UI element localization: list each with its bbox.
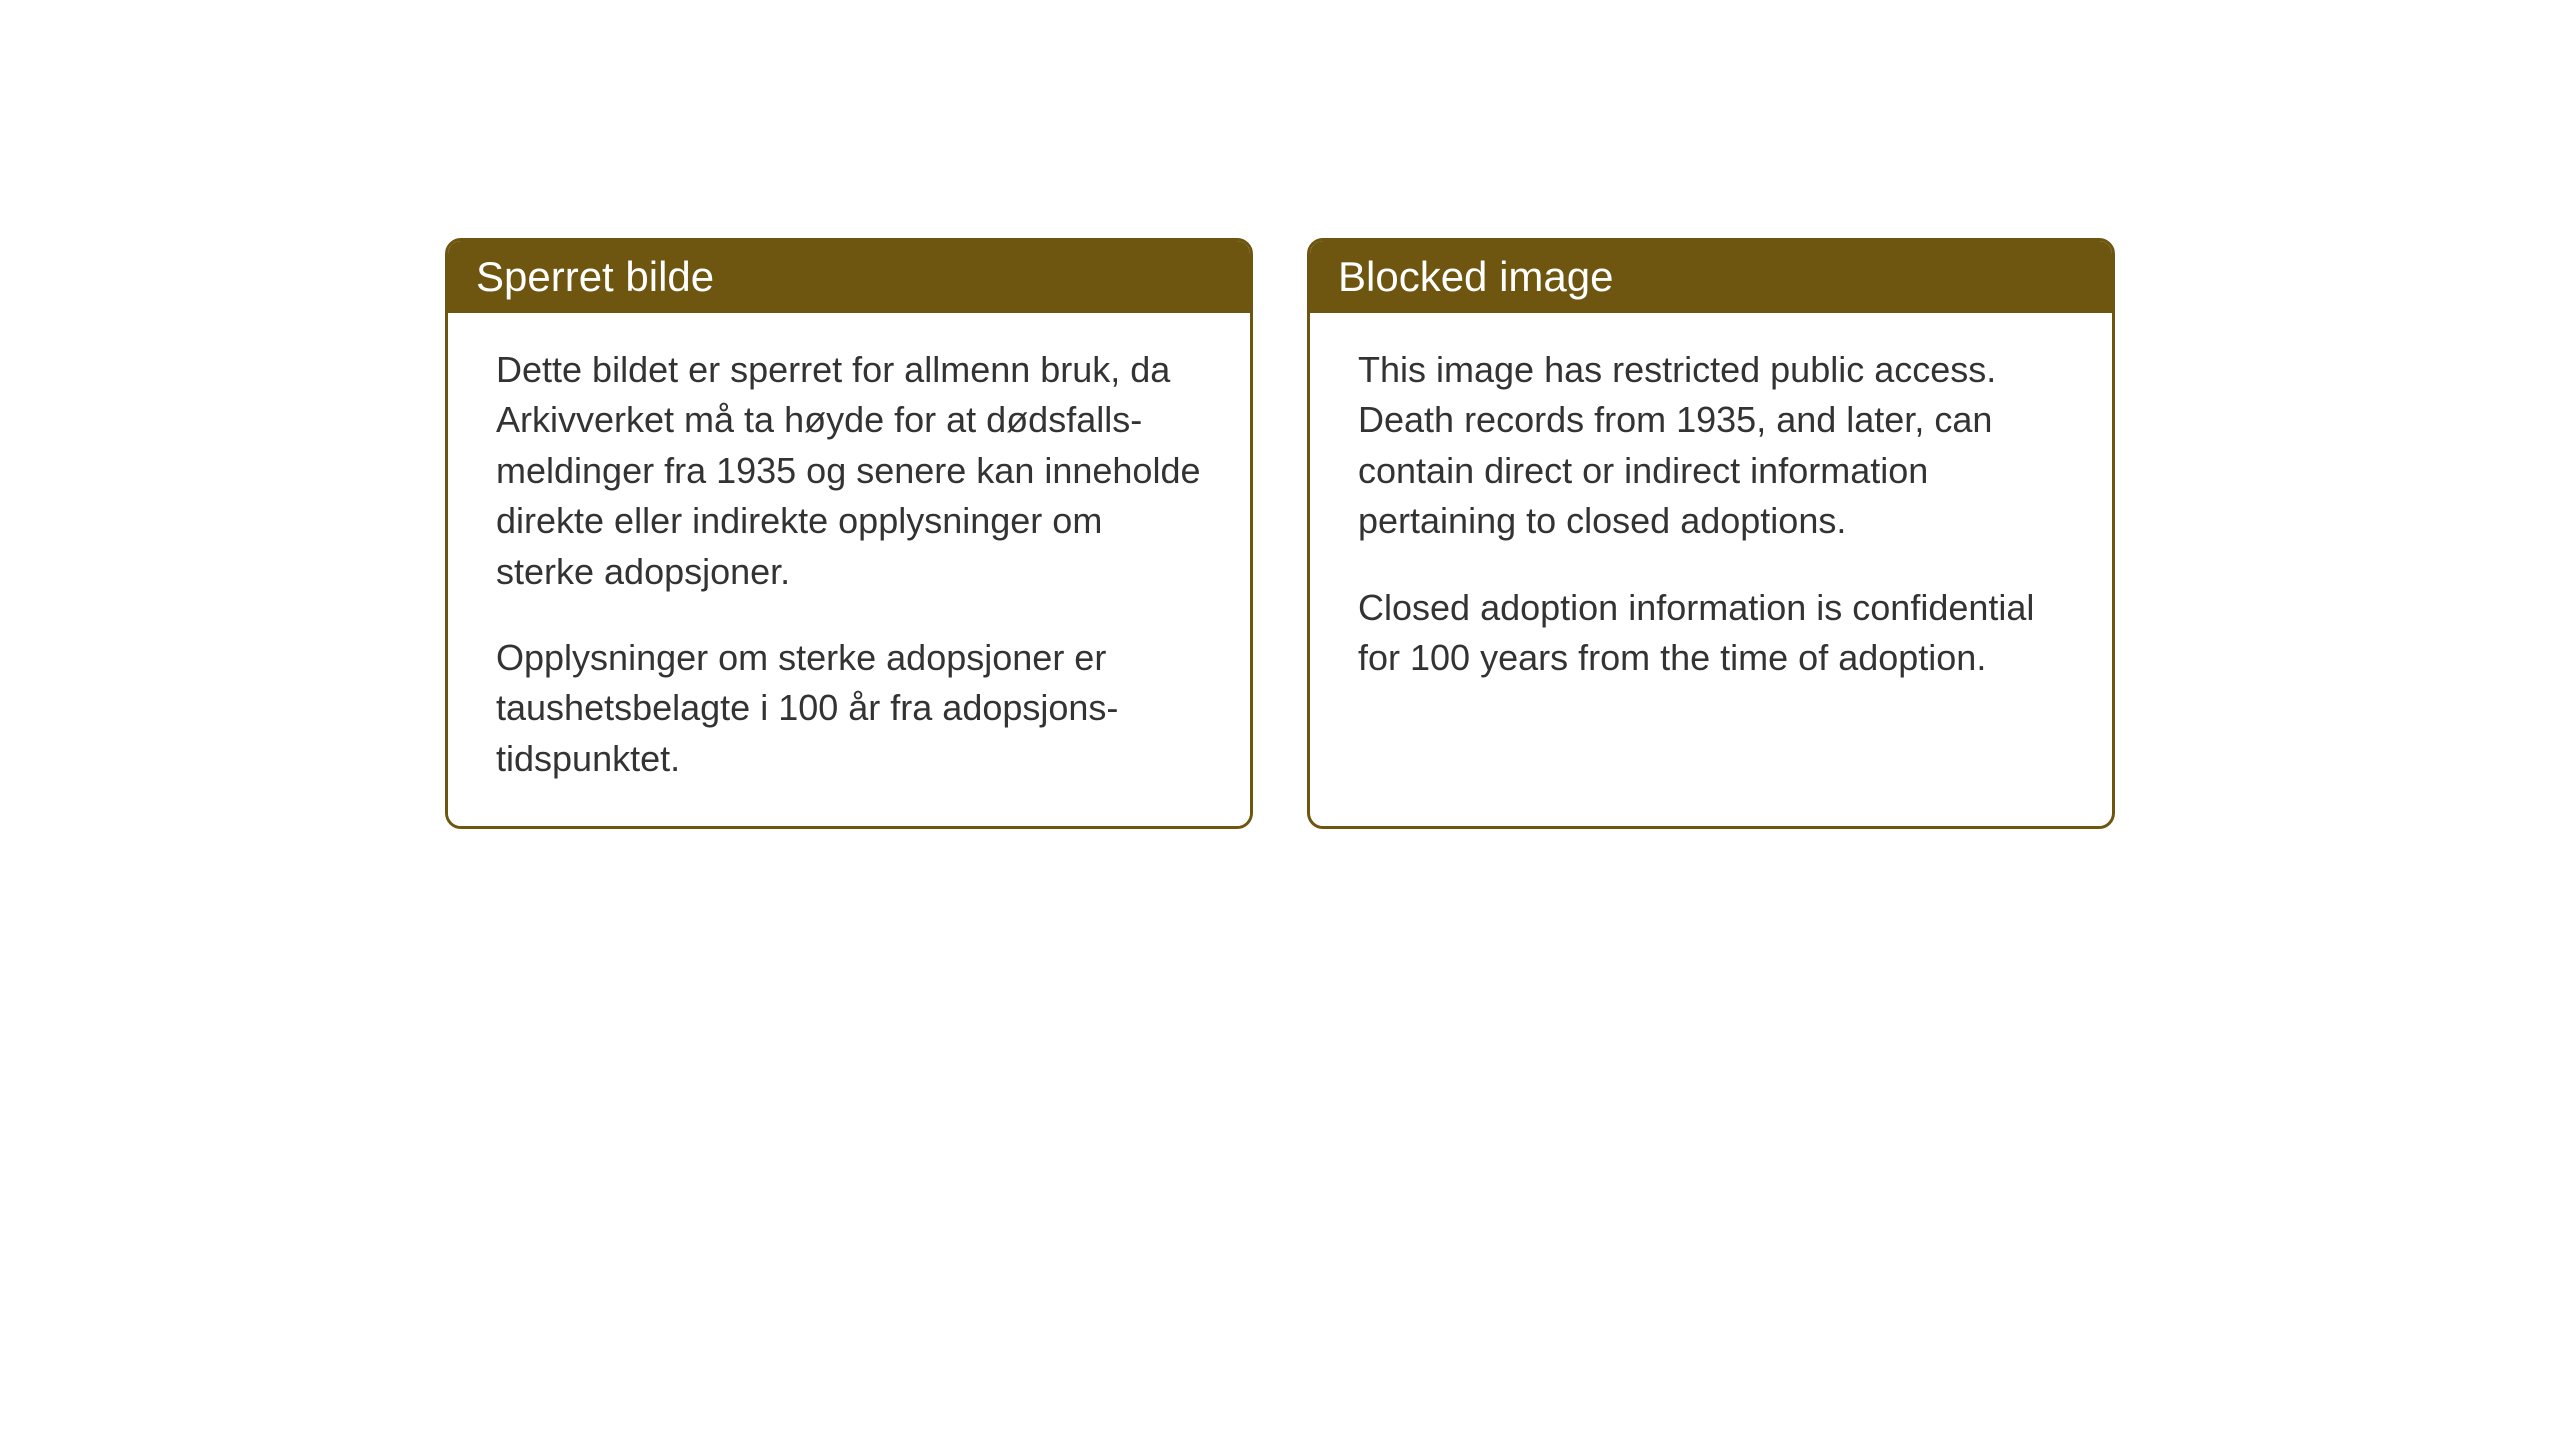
card-paragraph-norwegian-2: Opplysninger om sterke adopsjoner er tau… — [496, 633, 1202, 784]
card-title-norwegian: Sperret bilde — [476, 253, 714, 300]
card-body-english: This image has restricted public access.… — [1310, 313, 2112, 725]
card-paragraph-english-2: Closed adoption information is confident… — [1358, 583, 2064, 684]
card-title-english: Blocked image — [1338, 253, 1613, 300]
card-body-norwegian: Dette bildet er sperret for allmenn bruk… — [448, 313, 1250, 826]
card-paragraph-norwegian-1: Dette bildet er sperret for allmenn bruk… — [496, 345, 1202, 597]
card-header-english: Blocked image — [1310, 241, 2112, 313]
notice-cards-container: Sperret bilde Dette bildet er sperret fo… — [445, 238, 2115, 829]
card-header-norwegian: Sperret bilde — [448, 241, 1250, 313]
notice-card-english: Blocked image This image has restricted … — [1307, 238, 2115, 829]
notice-card-norwegian: Sperret bilde Dette bildet er sperret fo… — [445, 238, 1253, 829]
card-paragraph-english-1: This image has restricted public access.… — [1358, 345, 2064, 547]
